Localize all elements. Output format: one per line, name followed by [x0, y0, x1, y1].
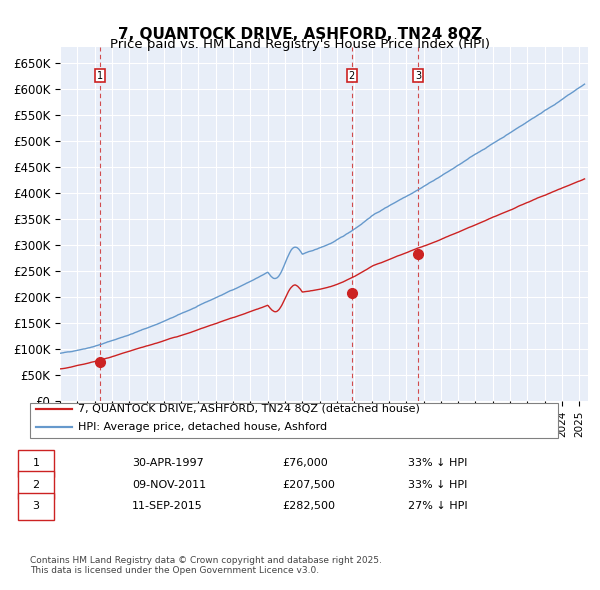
Text: 1: 1 — [97, 71, 103, 80]
Text: 3: 3 — [32, 502, 40, 511]
Text: 33% ↓ HPI: 33% ↓ HPI — [408, 480, 467, 490]
Text: Contains HM Land Registry data © Crown copyright and database right 2025.
This d: Contains HM Land Registry data © Crown c… — [30, 556, 382, 575]
Text: 1: 1 — [32, 458, 40, 468]
Text: 3: 3 — [415, 71, 421, 80]
Text: £282,500: £282,500 — [282, 502, 335, 511]
Text: 7, QUANTOCK DRIVE, ASHFORD, TN24 8QZ (detached house): 7, QUANTOCK DRIVE, ASHFORD, TN24 8QZ (de… — [78, 404, 420, 414]
Text: 30-APR-1997: 30-APR-1997 — [132, 458, 204, 468]
Text: HPI: Average price, detached house, Ashford: HPI: Average price, detached house, Ashf… — [78, 422, 327, 431]
Text: 11-SEP-2015: 11-SEP-2015 — [132, 502, 203, 511]
Text: 2: 2 — [32, 480, 40, 490]
Text: 27% ↓ HPI: 27% ↓ HPI — [408, 502, 467, 511]
Text: Price paid vs. HM Land Registry's House Price Index (HPI): Price paid vs. HM Land Registry's House … — [110, 38, 490, 51]
Text: £207,500: £207,500 — [282, 480, 335, 490]
Text: 33% ↓ HPI: 33% ↓ HPI — [408, 458, 467, 468]
Text: £76,000: £76,000 — [282, 458, 328, 468]
Text: 2: 2 — [349, 71, 355, 80]
Text: 7, QUANTOCK DRIVE, ASHFORD, TN24 8QZ: 7, QUANTOCK DRIVE, ASHFORD, TN24 8QZ — [118, 27, 482, 41]
Text: 09-NOV-2011: 09-NOV-2011 — [132, 480, 206, 490]
